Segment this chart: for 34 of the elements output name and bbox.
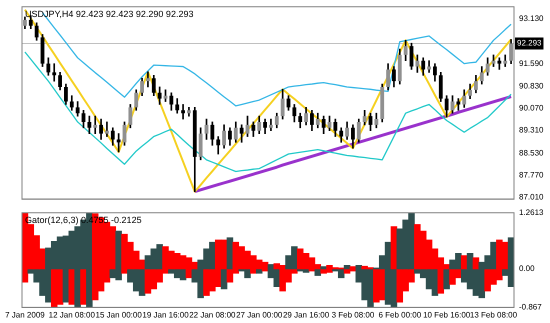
y-tick-label: -0.867 (519, 302, 542, 312)
x-tick-label: 13 Feb 08:00 (470, 310, 518, 320)
x-tick-label: 15 Jan 00:00 (96, 310, 142, 320)
bar (472, 257, 480, 270)
candlestick (187, 107, 191, 116)
ref-line-label: 92.293 (517, 38, 542, 48)
candlestick (146, 71, 150, 88)
y-tick-label: 91.590 (519, 59, 544, 68)
bar (314, 268, 322, 276)
x-tick-label: 12 Jan 08:00 (48, 310, 96, 320)
bar (460, 255, 468, 270)
x-tick-label: 7 Jan 2009 (5, 310, 46, 320)
candlestick (164, 90, 168, 102)
bar (390, 226, 398, 270)
x-tick-label: 29 Jan 16:00 (282, 310, 330, 320)
x-tick-label: 6 Feb 00:00 (378, 310, 422, 320)
y-tick-label: 93.130 (519, 14, 544, 24)
x-tick-label: 27 Jan 00:00 (236, 310, 283, 320)
y-tick-label: 1.2613 (519, 208, 544, 218)
y-tick-label: 88.530 (519, 148, 544, 158)
x-tick-label: 22 Jan 08:00 (189, 310, 236, 320)
y-tick-label: 87.770 (519, 170, 544, 180)
candlestick (269, 118, 273, 132)
y-tick-label: 0.00 (519, 264, 536, 274)
candlestick (105, 122, 109, 137)
candlestick (181, 104, 185, 120)
y-tick-label: 90.070 (519, 103, 544, 112)
candlestick (492, 54, 496, 67)
y-tick-label: 89.310 (519, 126, 544, 135)
x-tick-label: 19 Jan 16:00 (142, 310, 190, 320)
x-tick-label: 3 Feb 08:00 (332, 310, 375, 320)
y-tick-label: 87.010 (519, 192, 544, 202)
x-tick-label: 10 Feb 16:00 (423, 310, 471, 320)
y-tick-label: 90.830 (519, 81, 544, 90)
